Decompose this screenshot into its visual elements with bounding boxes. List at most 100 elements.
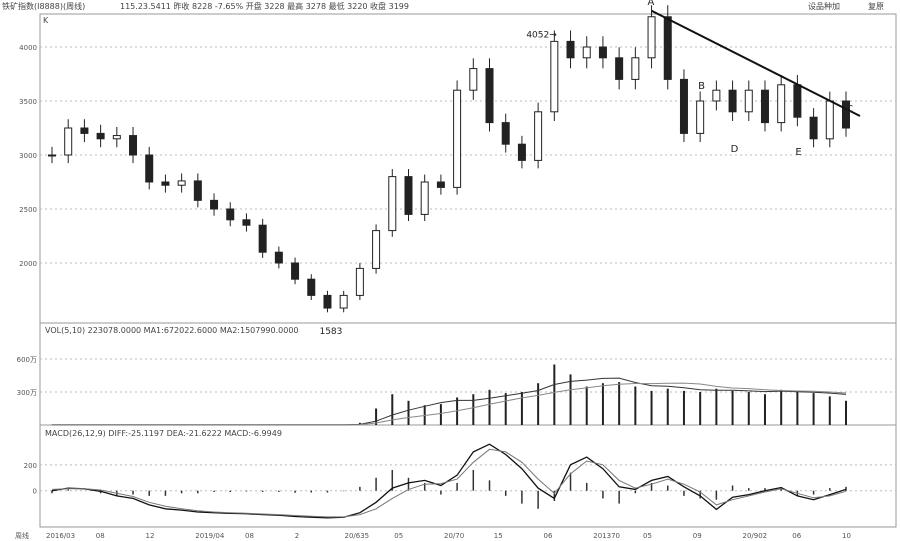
macd-tick-label: 200 bbox=[24, 462, 37, 470]
candle-body bbox=[307, 278, 316, 296]
candle-body bbox=[420, 181, 429, 215]
candle-body bbox=[177, 180, 186, 186]
price-tick-label: 3500 bbox=[19, 98, 37, 106]
x-axis-label: 周线 bbox=[15, 531, 29, 540]
candle-body bbox=[679, 78, 688, 134]
candle-body bbox=[598, 46, 607, 59]
candle-body bbox=[355, 267, 364, 296]
candle-body bbox=[744, 89, 753, 113]
candle-body bbox=[161, 181, 170, 186]
candle-body bbox=[48, 154, 56, 157]
candle-body bbox=[501, 122, 510, 145]
price-panel-label: K bbox=[43, 16, 49, 25]
candle-body bbox=[129, 135, 138, 156]
volume-legend: VOL(5,10) 223078.0000 MA1:672022.6000 MA… bbox=[45, 326, 299, 335]
price-tick-label: 3000 bbox=[19, 152, 37, 160]
candle-body bbox=[842, 100, 850, 129]
candle-body bbox=[631, 57, 640, 80]
x-axis-label: 09 bbox=[693, 532, 702, 540]
volume-tick-label: 300万 bbox=[17, 389, 37, 397]
candle-body bbox=[210, 199, 219, 210]
candle-body bbox=[777, 84, 786, 124]
x-axis-label: 2016/03 bbox=[46, 532, 75, 540]
candle-body bbox=[663, 16, 672, 80]
peak-annotation: 4052→ bbox=[526, 30, 557, 40]
candle-body bbox=[193, 180, 202, 201]
add-instrument-button[interactable]: 设品种加 bbox=[808, 2, 840, 11]
candle-body bbox=[696, 100, 705, 134]
macd-dea-line bbox=[51, 448, 847, 518]
macd-tick-label: 0 bbox=[33, 488, 37, 496]
price-tick-label: 4000 bbox=[19, 44, 37, 52]
macd-diff-line bbox=[51, 443, 847, 519]
macd-legend: MACD(26,12,9) DIFF:-25.1197 DEA:-21.6222… bbox=[45, 429, 282, 438]
candle-body bbox=[226, 208, 235, 221]
candle-body bbox=[291, 262, 300, 280]
x-axis-label: 20/635 bbox=[345, 532, 370, 540]
x-axis-label: 2 bbox=[295, 532, 299, 540]
price-tick-label: 2500 bbox=[19, 206, 37, 214]
candle-body bbox=[453, 89, 462, 188]
header-bar: 铁矿指数(I8888)(周线) 115.23.5411 昨收 8228 -7.6… bbox=[0, 0, 900, 14]
candle-body bbox=[760, 89, 769, 124]
x-axis-label: 2019/04 bbox=[195, 532, 225, 540]
trendline-ac bbox=[651, 9, 861, 117]
candle-body bbox=[96, 132, 105, 140]
candle-body bbox=[258, 224, 267, 253]
candle-body bbox=[517, 143, 526, 161]
candle-body bbox=[485, 68, 494, 124]
candle-body bbox=[112, 135, 121, 140]
x-axis-label: 06 bbox=[544, 532, 553, 540]
volume-ma2-line bbox=[52, 382, 847, 426]
trough-annotation: 1583 bbox=[319, 327, 342, 337]
candle-body bbox=[145, 154, 154, 183]
wave-label-d: D bbox=[731, 144, 739, 155]
wave-label-e: E bbox=[795, 147, 801, 158]
quote-line: 115.23.5411 昨收 8228 -7.65% 开盘 3228 最高 32… bbox=[120, 2, 409, 11]
wave-label-b: B bbox=[698, 81, 705, 92]
candle-body bbox=[64, 127, 73, 156]
volume-ma1-line bbox=[52, 377, 847, 426]
x-axis-label: 20/902 bbox=[743, 532, 768, 540]
candle-body bbox=[647, 16, 656, 59]
candle-body bbox=[534, 111, 543, 161]
x-axis-label: 201370 bbox=[593, 532, 620, 540]
price-tick-label: 2000 bbox=[19, 260, 37, 268]
candle-body bbox=[469, 68, 478, 91]
x-axis-label: 05 bbox=[643, 532, 652, 540]
candle-body bbox=[550, 40, 559, 113]
candle-body bbox=[242, 219, 251, 226]
candle-body bbox=[80, 127, 89, 134]
candle-body bbox=[436, 181, 445, 188]
candle-body bbox=[274, 251, 283, 264]
candle-body bbox=[793, 84, 802, 118]
candle-body bbox=[323, 294, 332, 309]
volume-tick-label: 600万 bbox=[17, 356, 37, 364]
restore-button[interactable]: 复原 bbox=[868, 2, 884, 11]
x-axis-label: 12 bbox=[146, 532, 155, 540]
candle-body bbox=[825, 100, 834, 140]
candle-body bbox=[404, 176, 413, 215]
candle-body bbox=[388, 176, 397, 232]
wave-label-a: A bbox=[648, 0, 655, 8]
x-axis-label: 08 bbox=[245, 532, 254, 540]
candle-body bbox=[728, 89, 737, 113]
x-axis-label: 05 bbox=[394, 532, 403, 540]
candle-body bbox=[566, 40, 575, 59]
x-axis-label: 08 bbox=[96, 532, 105, 540]
x-axis-label: 15 bbox=[494, 532, 503, 540]
candle-body bbox=[615, 57, 624, 80]
chart-title: 铁矿指数(I8888)(周线) bbox=[2, 2, 86, 11]
x-axis-label: 20/70 bbox=[444, 532, 464, 540]
candle-body bbox=[809, 116, 818, 140]
candle-body bbox=[582, 46, 591, 59]
chart-frame bbox=[39, 13, 897, 528]
candle-body bbox=[372, 230, 381, 269]
candle-body bbox=[712, 89, 721, 102]
x-axis-label: 06 bbox=[792, 532, 801, 540]
candle-body bbox=[339, 294, 348, 309]
x-axis-label: 10 bbox=[842, 532, 851, 540]
wave-label-c: C bbox=[846, 104, 853, 115]
